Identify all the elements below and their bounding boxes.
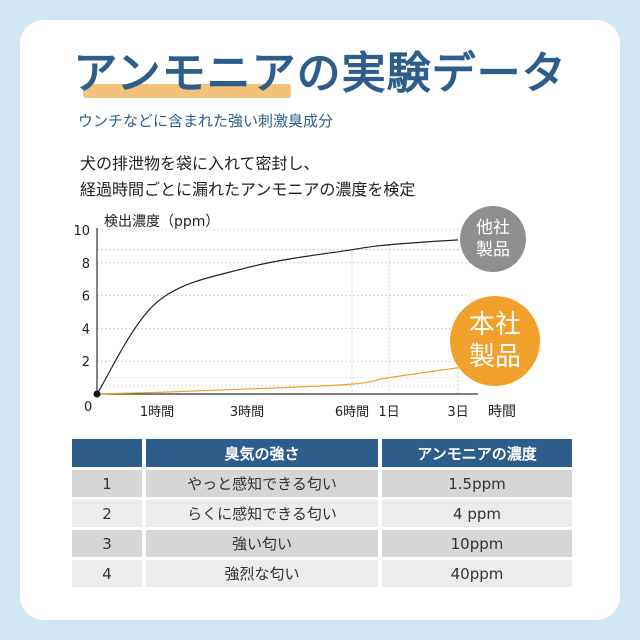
table-cell-description: やっと感知できる匂い <box>146 470 378 497</box>
table-cell-description: らくに感知できる匂い <box>146 500 378 527</box>
x-axis-label: 時間 <box>488 404 516 420</box>
table-cell-concentration: 40ppm <box>382 560 572 587</box>
x-tick-label: 3時間 <box>230 405 264 420</box>
table-cell-concentration: 10ppm <box>382 530 572 557</box>
y-tick-label: 4 <box>82 322 90 337</box>
origin-point <box>93 390 101 398</box>
table-header-level <box>72 439 142 467</box>
table-cell-description: 強烈な匂い <box>146 560 378 587</box>
title-highlight <box>83 84 292 98</box>
description-line-2: 経過時間ごとに漏れたアンモニアの濃度を検定 <box>80 180 416 199</box>
legend-other-line1: 他社 <box>476 218 510 238</box>
title-area: アンモニアの実験データ <box>0 46 640 102</box>
table-row: 4 強烈な匂い 40ppm <box>72 560 572 587</box>
series-lines <box>96 239 459 395</box>
table-cell-concentration: 4 ppm <box>382 500 572 527</box>
table-row: 3 強い匂い 10ppm <box>72 530 572 557</box>
y-tick-label: 8 <box>82 257 90 272</box>
x-tick-labels: 1時間 3時間 6時間 1日 3日 <box>140 405 469 420</box>
page-subtitle: ウンチなどに含まれた強い刺激臭成分 <box>78 112 334 130</box>
table-header-row: 臭気の強さ アンモニアの濃度 <box>72 439 572 467</box>
x-tick-label: 6時間 <box>335 405 369 420</box>
table-cell-description: 強い匂い <box>146 530 378 557</box>
y-tick-label: 10 <box>73 224 90 239</box>
table-cell-level: 3 <box>72 530 142 557</box>
chart-gridlines <box>97 229 470 394</box>
table-cell-level: 4 <box>72 560 142 587</box>
table-cell-concentration: 1.5ppm <box>382 470 572 497</box>
y-tick-label: 6 <box>82 290 90 305</box>
x-tick-label: 3日 <box>447 405 468 420</box>
x-tick-label: 1時間 <box>140 405 174 420</box>
page-title: アンモニアの実験データ <box>73 46 566 102</box>
legend-ours-line1: 本社 <box>468 310 521 340</box>
legend-badge-other: 他社 製品 <box>460 206 526 272</box>
origin-label: 0 <box>84 400 92 415</box>
legend-other-line2: 製品 <box>476 240 510 260</box>
table-cell-level: 2 <box>72 500 142 527</box>
y-axis-label: 検出濃度（ppm） <box>104 214 219 230</box>
y-tick-label: 2 <box>82 355 90 370</box>
description-line-1: 犬の排泄物を袋に入れて密封し、 <box>80 154 320 173</box>
table-row: 2 らくに感知できる匂い 4 ppm <box>72 500 572 527</box>
legend-badge-ours: 本社 製品 <box>450 296 540 386</box>
y-tick-labels: 10 8 6 4 2 <box>73 224 90 370</box>
legend-ours-line2: 製品 <box>468 342 521 372</box>
table-row: 1 やっと感知できる匂い 1.5ppm <box>72 470 572 497</box>
series-line-ours <box>96 367 459 395</box>
table-header-concentration: アンモニアの濃度 <box>382 439 572 467</box>
page-title-text: アンモニアの実験データ <box>73 48 567 99</box>
series-line-other <box>96 239 459 395</box>
odor-table: 臭気の強さ アンモニアの濃度 1 やっと感知できる匂い 1.5ppm 2 らくに… <box>68 436 576 590</box>
x-tick-label: 1日 <box>378 405 399 420</box>
table-header-strength: 臭気の強さ <box>146 439 378 467</box>
table-cell-level: 1 <box>72 470 142 497</box>
